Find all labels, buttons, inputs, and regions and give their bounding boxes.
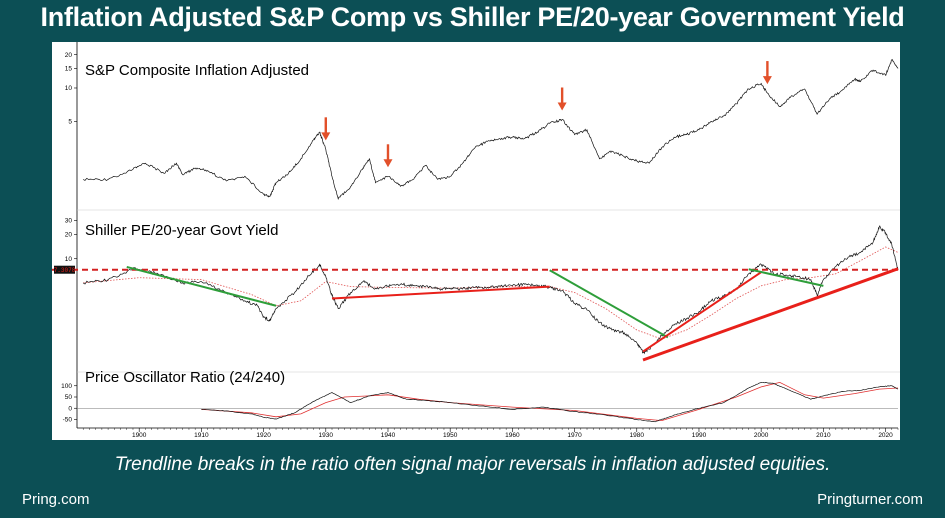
- xtick-label: 1990: [692, 432, 707, 439]
- panel-title-sp: S&P Composite Inflation Adjusted: [85, 62, 309, 79]
- osc-ytick-label: 100: [61, 383, 72, 390]
- xtick-label: 1960: [505, 432, 520, 439]
- trendline-red: [331, 285, 550, 300]
- trendline-green: [549, 269, 669, 339]
- sp-ytick-label: 20: [65, 52, 73, 59]
- sp-ytick-label: 10: [65, 85, 73, 92]
- xtick-label: 2010: [816, 432, 831, 439]
- panel-title-oscillator: Price Oscillator Ratio (24/240): [85, 369, 285, 386]
- sp-series-line: [83, 58, 899, 200]
- down-arrow-icon: [762, 76, 772, 85]
- caption: Trendline breaks in the ratio often sign…: [114, 454, 831, 475]
- xtick-label: 1900: [132, 432, 147, 439]
- xtick-label: 1970: [567, 432, 582, 439]
- current-value-label: 7.3078: [54, 267, 76, 274]
- xtick-label: 2000: [754, 432, 769, 439]
- xtick-label: 2020: [878, 432, 893, 439]
- down-arrow-icon: [557, 102, 567, 111]
- oscillator-signal-line: [201, 381, 899, 422]
- down-arrow-icon: [383, 159, 393, 168]
- oscillator-series-line: [201, 381, 899, 423]
- osc-ytick-label: -50: [63, 417, 73, 424]
- footer-left-link[interactable]: Pring.com: [22, 491, 90, 508]
- ratio-series-line: [83, 225, 899, 355]
- sp-ytick-label: 15: [65, 66, 73, 73]
- trendline-green: [126, 265, 277, 307]
- panel-title-ratio: Shiller PE/20-year Govt Yield: [85, 222, 278, 239]
- footer-right-link[interactable]: Pringturner.com: [817, 491, 923, 508]
- trendline-red: [642, 267, 899, 362]
- xtick-label: 1980: [630, 432, 645, 439]
- ratio-moving-average-line: [83, 246, 899, 340]
- xtick-label: 1910: [194, 432, 209, 439]
- xtick-label: 1930: [319, 432, 334, 439]
- ratio-ytick-label: 30: [65, 218, 73, 225]
- trendline-green: [748, 268, 824, 287]
- xtick-label: 1920: [256, 432, 271, 439]
- sp-ytick-label: 5: [68, 119, 72, 126]
- xtick-label: 1950: [443, 432, 458, 439]
- chart-canvas: S&P Composite Inflation Adjusted Shiller…: [52, 42, 900, 439]
- trendline-red: [642, 271, 762, 353]
- ratio-ytick-label: 10: [65, 256, 73, 263]
- current-value-badge: [54, 265, 75, 274]
- osc-ytick-label: 0: [68, 405, 72, 412]
- xtick-label: 1940: [381, 432, 396, 439]
- ratio-ytick-label: 20: [65, 232, 73, 239]
- osc-ytick-label: 50: [65, 394, 73, 401]
- chart-frame: S&P Composite Inflation Adjusted Shiller…: [52, 42, 900, 440]
- down-arrow-icon: [321, 132, 331, 141]
- page-title: Inflation Adjusted S&P Comp vs Shiller P…: [40, 2, 905, 32]
